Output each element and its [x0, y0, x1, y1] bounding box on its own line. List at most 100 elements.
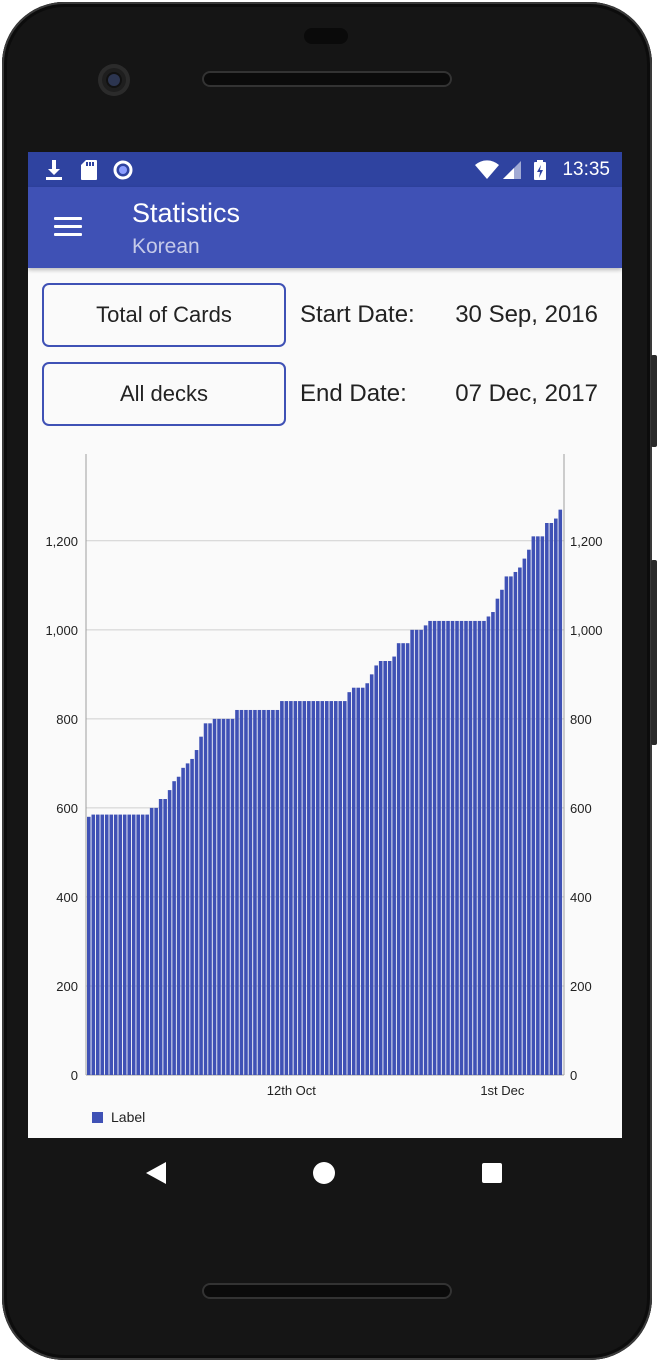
chart-bar	[410, 629, 414, 1075]
power-button	[651, 355, 657, 447]
chart-bar	[307, 701, 311, 1075]
legend-label: Label	[111, 1109, 146, 1125]
chart-bar	[208, 723, 212, 1075]
chart-bar	[104, 814, 109, 1075]
chart-bar	[163, 799, 167, 1075]
y-tick-label-right: 800	[570, 712, 592, 727]
start-date-value[interactable]: 30 Sep, 2016	[455, 301, 598, 328]
chart-bar	[536, 536, 540, 1075]
chart-bar	[491, 612, 495, 1075]
chart-bar	[172, 781, 176, 1075]
start-date-label: Start Date:	[300, 301, 415, 328]
chart-bar	[500, 589, 504, 1075]
chart-bar	[221, 718, 226, 1075]
chart-bar	[253, 709, 257, 1075]
y-tick-label-left: 200	[56, 979, 78, 994]
deck-select-button[interactable]: All decks	[42, 362, 286, 426]
x-tick-label: 1st Dec	[480, 1083, 525, 1098]
legend-swatch	[92, 1112, 103, 1123]
chart-bar	[239, 709, 244, 1075]
chart-bar	[441, 620, 446, 1075]
sync-circle-icon	[113, 160, 133, 180]
status-time: 13:35	[562, 159, 610, 180]
chart-bar	[387, 661, 392, 1075]
hamburger-menu-icon[interactable]	[54, 217, 82, 237]
chart-bar	[118, 814, 123, 1075]
y-tick-label-right: 0	[570, 1068, 577, 1083]
cell-signal-icon	[503, 161, 521, 179]
chart-bar	[333, 701, 338, 1075]
chart-bar	[378, 661, 383, 1075]
chart-bar	[248, 709, 253, 1075]
app-screen: 13:35 Statistics Korean Total of Cards A…	[28, 152, 622, 1138]
chart-bar	[473, 620, 477, 1075]
chart-bar	[311, 701, 316, 1075]
chart-bar	[158, 799, 163, 1075]
chart-bar	[271, 709, 275, 1075]
chart-bar	[122, 814, 127, 1075]
chart-bar	[365, 683, 370, 1075]
chart-bar	[149, 807, 154, 1075]
home-circle-icon[interactable]	[313, 1162, 335, 1184]
chart-bar	[419, 629, 423, 1075]
chart-bar	[226, 718, 230, 1075]
chart-bar	[145, 814, 149, 1075]
chart-bar	[374, 665, 378, 1075]
earpiece-sensor	[304, 28, 348, 44]
chart-bar	[217, 718, 221, 1075]
chart-bar	[513, 571, 518, 1075]
chart-bar	[176, 776, 181, 1075]
y-tick-label-left: 400	[56, 890, 78, 905]
chart-bar	[298, 701, 302, 1075]
y-tick-label-left: 1,200	[45, 534, 78, 549]
chart-bar	[194, 750, 199, 1075]
chart-bar	[230, 718, 235, 1075]
x-tick-label: 12th Oct	[267, 1083, 317, 1098]
chart-bar	[257, 709, 262, 1075]
card-type-button[interactable]: Total of Cards	[42, 283, 286, 347]
y-tick-label-right: 400	[570, 890, 592, 905]
page-title: Statistics	[132, 198, 241, 228]
chart-bar	[280, 701, 284, 1075]
chart-bar	[455, 620, 459, 1075]
chart-bar	[464, 620, 468, 1075]
y-tick-label-right: 1,200	[570, 534, 603, 549]
chart-bar	[504, 576, 509, 1075]
chart-bar	[459, 620, 464, 1075]
chart-bar	[212, 718, 217, 1075]
chart-bar	[495, 598, 500, 1075]
recents-square-icon[interactable]	[482, 1163, 502, 1183]
chart-bar	[360, 687, 365, 1075]
chart-bar	[396, 643, 401, 1075]
chart-bar	[275, 709, 280, 1075]
chart-bar	[554, 518, 558, 1075]
y-tick-label-right: 1,000	[570, 623, 603, 638]
chart-bar	[140, 814, 145, 1075]
chart-bar	[293, 701, 298, 1075]
chart-bar	[167, 790, 172, 1075]
chart-bar	[185, 763, 190, 1075]
chart-bar	[338, 701, 343, 1075]
chart-bar	[320, 701, 325, 1075]
end-date-value[interactable]: 07 Dec, 2017	[455, 380, 598, 407]
chart-bar	[369, 674, 374, 1075]
chart-bar	[437, 620, 441, 1075]
chart-bar	[518, 567, 522, 1075]
chart-bar	[549, 523, 554, 1075]
chart-bar	[356, 687, 361, 1075]
chart-bar	[91, 814, 96, 1075]
y-tick-label-left: 600	[56, 801, 78, 816]
download-icon	[46, 160, 62, 180]
chart-bar	[486, 616, 491, 1075]
chart-bar	[540, 536, 545, 1075]
chart-bar	[325, 701, 329, 1075]
battery-charging-icon	[534, 160, 546, 180]
chart-bar	[87, 816, 91, 1075]
chart-bar	[100, 814, 105, 1075]
chart-bar	[154, 807, 158, 1075]
chart-bar	[401, 643, 405, 1075]
navigation-bar	[28, 1138, 622, 1208]
back-triangle-icon[interactable]	[146, 1162, 166, 1184]
chart-bar	[284, 701, 289, 1075]
